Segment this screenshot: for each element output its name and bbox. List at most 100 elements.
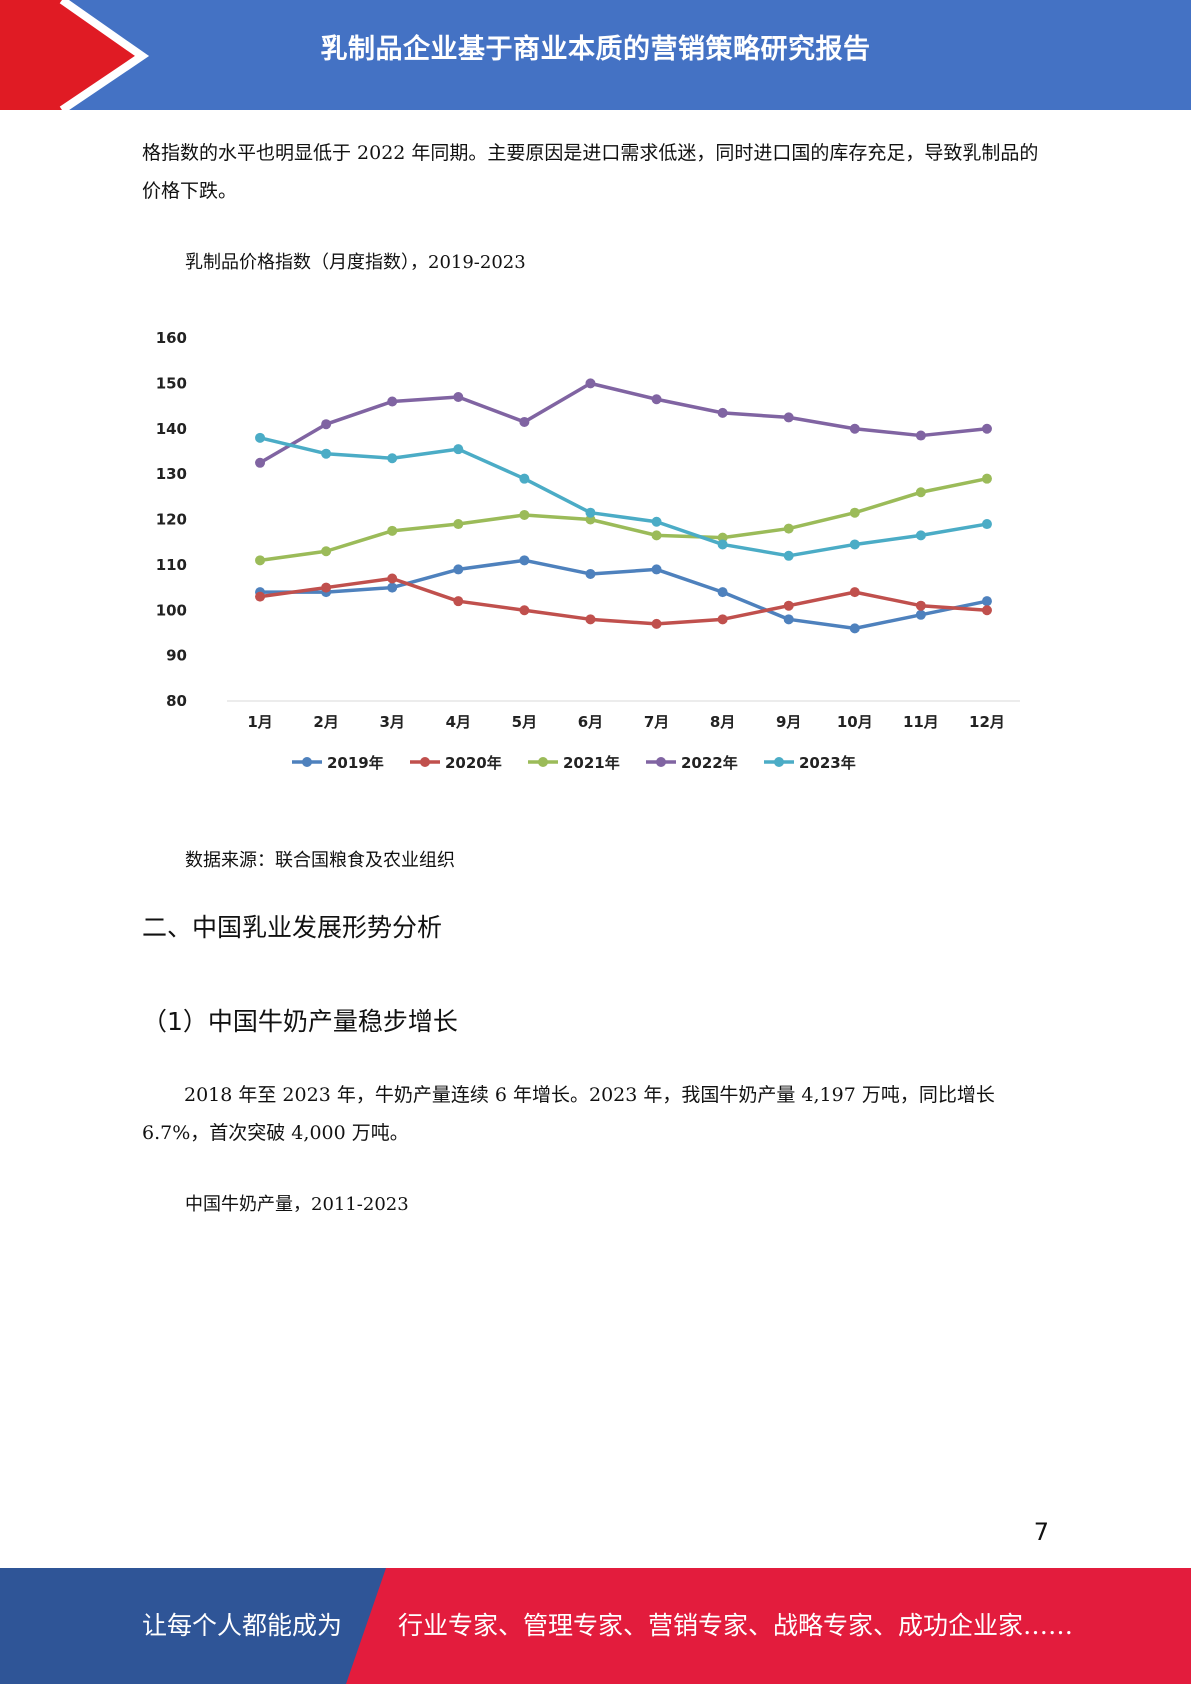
header-arrow-decoration — [0, 0, 150, 110]
data-point — [915, 487, 926, 498]
legend-entry: 2022年 — [681, 754, 738, 772]
data-point — [387, 582, 398, 593]
data-point — [717, 614, 728, 625]
y-tick-label: 120 — [156, 511, 187, 529]
data-point — [783, 600, 794, 611]
x-tick-label: 10月 — [837, 713, 873, 731]
data-point — [651, 618, 662, 629]
series-line-2019年 — [260, 558, 988, 631]
data-point — [981, 473, 992, 484]
y-tick-label: 130 — [156, 465, 187, 483]
data-point — [453, 564, 464, 575]
data-point — [453, 391, 464, 402]
data-point — [717, 407, 728, 418]
data-point — [453, 444, 464, 455]
x-tick-label: 6月 — [578, 713, 603, 731]
x-tick-label: 4月 — [446, 713, 471, 731]
paragraph-price-index: 格指数的水平也明显低于 2022 年同期。主要原因是进口需求低迷，同时进口国的库… — [142, 142, 1039, 202]
data-point — [915, 430, 926, 441]
data-point — [321, 419, 332, 430]
data-point — [585, 614, 596, 625]
data-point — [849, 507, 860, 518]
data-point — [651, 516, 662, 527]
page-header: 乳制品企业基于商业本质的营销策略研究报告 — [0, 0, 1191, 110]
data-point — [783, 412, 794, 423]
data-point — [783, 614, 794, 625]
data-point — [849, 623, 860, 634]
y-tick-label: 90 — [166, 647, 187, 665]
data-point — [255, 555, 266, 566]
data-point — [519, 509, 530, 520]
data-point — [453, 519, 464, 530]
data-point — [981, 519, 992, 530]
x-tick-label: 11月 — [903, 713, 939, 731]
data-point — [585, 378, 596, 389]
x-tick-label: 8月 — [710, 713, 735, 731]
x-tick-label: 2月 — [313, 713, 338, 731]
y-tick-label: 140 — [156, 420, 187, 438]
y-tick-label: 100 — [156, 601, 187, 619]
legend-entry: 2020年 — [445, 754, 502, 772]
x-tick-label: 5月 — [512, 713, 537, 731]
data-point — [387, 525, 398, 536]
data-point — [915, 530, 926, 541]
data-point — [981, 596, 992, 607]
data-point — [915, 600, 926, 611]
legend-swatch-marker — [774, 757, 784, 767]
paragraph-milk-output: 2018 年至 2023 年，牛奶产量连续 6 年增长。2023 年，我国牛奶产… — [142, 1084, 995, 1144]
chart-caption-milk: 中国牛奶产量，2011-2023 — [185, 1194, 409, 1215]
data-point — [717, 539, 728, 550]
data-point — [387, 453, 398, 464]
dairy-price-index-chart: 80 90 100 110 120 130 140 150 160 1月 2月 3月 4月 5月 6月 7月 8… — [156, 329, 1020, 772]
y-tick-label: 80 — [166, 692, 187, 710]
x-tick-label: 7月 — [644, 713, 669, 731]
footer-slant-decoration — [0, 1568, 386, 1684]
data-point — [783, 523, 794, 534]
legend-swatch-marker — [420, 757, 430, 767]
data-point — [651, 394, 662, 405]
data-point — [321, 582, 332, 593]
data-point — [519, 605, 530, 616]
data-point — [915, 609, 926, 620]
y-tick-label: 150 — [156, 374, 187, 392]
data-point — [651, 530, 662, 541]
data-point — [519, 555, 530, 566]
data-point — [651, 564, 662, 575]
data-point — [255, 457, 266, 468]
data-point — [849, 423, 860, 434]
legend-swatch-marker — [538, 757, 548, 767]
data-point — [519, 473, 530, 484]
data-point — [519, 416, 530, 427]
data-point — [387, 396, 398, 407]
data-point — [849, 587, 860, 598]
data-point — [849, 539, 860, 550]
series-line-2023年 — [259, 436, 988, 558]
x-tick-label: 12月 — [969, 713, 1005, 731]
x-tick-label: 9月 — [776, 713, 801, 731]
legend-swatch-marker — [656, 757, 666, 767]
footer-slogan-left: 让每个人都能成为 — [142, 1611, 343, 1640]
legend-entry: 2021年 — [563, 754, 620, 772]
page-number: 7 — [1033, 1518, 1049, 1546]
series-line-2020年 — [259, 576, 988, 626]
y-tick-label: 110 — [156, 556, 187, 574]
data-point — [585, 568, 596, 579]
data-point — [981, 605, 992, 616]
data-point — [783, 550, 794, 561]
series-line-2021年 — [259, 476, 988, 563]
data-point — [387, 573, 398, 584]
chart-caption: 乳制品价格指数（月度指数），2019-2023 — [185, 252, 526, 273]
data-point — [255, 591, 266, 602]
data-source: 数据来源：联合国粮食及农业组织 — [185, 850, 455, 871]
subsection-heading: （1）中国牛奶产量稳步增长 — [142, 1007, 458, 1036]
data-point — [321, 448, 332, 459]
data-point — [717, 587, 728, 598]
data-point — [585, 507, 596, 518]
x-tick-label: 3月 — [379, 713, 404, 731]
footer-slogan-right: 行业专家、管理专家、营销专家、战略专家、成功企业家…… — [398, 1611, 1074, 1640]
report-title: 乳制品企业基于商业本质的营销策略研究报告 — [320, 34, 871, 65]
y-tick-label: 160 — [156, 329, 187, 347]
legend-swatch-marker — [302, 757, 312, 767]
data-point — [453, 596, 464, 607]
legend-entry: 2019年 — [327, 754, 384, 772]
